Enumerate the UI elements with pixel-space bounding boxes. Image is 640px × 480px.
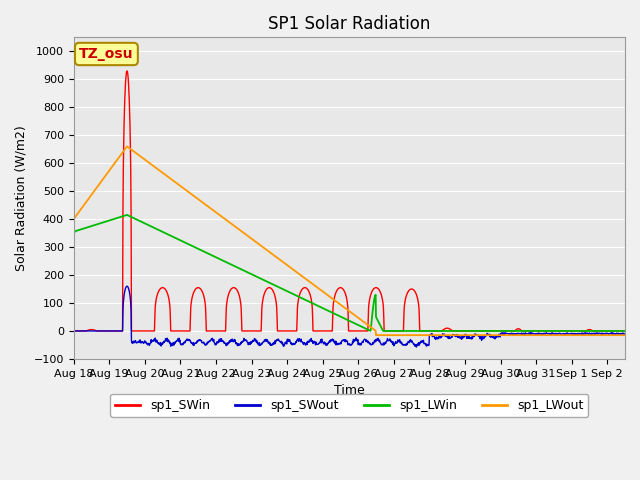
- sp1_LWout: [392, 332, 399, 338]
- sp1_SWout: [81, 328, 89, 334]
- sp1_SWin: [134, 328, 141, 334]
- sp1_SWout: [134, 339, 141, 345]
- Legend: sp1_SWin, sp1_SWout, sp1_LWin, sp1_LWout: sp1_SWin, sp1_SWout, sp1_LWin, sp1_LWout: [111, 394, 588, 417]
- sp1_LWout: [415, 332, 422, 338]
- sp1_LWout: [81, 201, 89, 206]
- X-axis label: Time: Time: [334, 384, 365, 397]
- sp1_SWout: [392, 340, 399, 346]
- sp1_LWout: [70, 216, 77, 222]
- sp1_LWin: [134, 217, 141, 223]
- Y-axis label: Solar Radiation (W/m2): Solar Radiation (W/m2): [15, 125, 28, 271]
- sp1_SWout: [70, 328, 77, 334]
- sp1_SWin: [621, 328, 629, 334]
- sp1_SWout: [621, 332, 629, 337]
- Line: sp1_SWin: sp1_SWin: [74, 71, 625, 331]
- sp1_LWin: [123, 212, 131, 218]
- sp1_SWout: [415, 340, 422, 346]
- sp1_LWin: [564, 328, 572, 334]
- Title: SP1 Solar Radiation: SP1 Solar Radiation: [268, 15, 431, 33]
- sp1_SWout: [123, 283, 131, 289]
- sp1_LWin: [415, 328, 422, 334]
- sp1_LWin: [392, 328, 399, 334]
- sp1_SWin: [415, 299, 422, 305]
- sp1_LWin: [380, 328, 387, 334]
- sp1_SWout: [325, 339, 333, 345]
- Line: sp1_SWout: sp1_SWout: [74, 286, 625, 347]
- Text: TZ_osu: TZ_osu: [79, 47, 134, 61]
- Line: sp1_LWout: sp1_LWout: [74, 146, 625, 335]
- sp1_LWin: [81, 225, 89, 231]
- sp1_LWout: [325, 293, 333, 299]
- sp1_SWout: [564, 330, 572, 336]
- sp1_SWin: [70, 328, 77, 334]
- sp1_SWin: [392, 328, 399, 334]
- sp1_SWin: [325, 328, 333, 334]
- sp1_SWin: [81, 328, 89, 334]
- sp1_LWin: [621, 328, 629, 334]
- sp1_SWin: [563, 328, 571, 334]
- sp1_LWout: [564, 332, 572, 338]
- sp1_LWout: [134, 152, 141, 157]
- sp1_LWin: [70, 229, 77, 235]
- Line: sp1_LWin: sp1_LWin: [74, 215, 625, 331]
- sp1_SWout: [413, 344, 420, 350]
- sp1_LWout: [621, 332, 629, 338]
- sp1_LWin: [325, 308, 333, 314]
- sp1_LWout: [123, 144, 131, 149]
- sp1_SWin: [123, 68, 131, 74]
- sp1_LWout: [372, 332, 380, 338]
